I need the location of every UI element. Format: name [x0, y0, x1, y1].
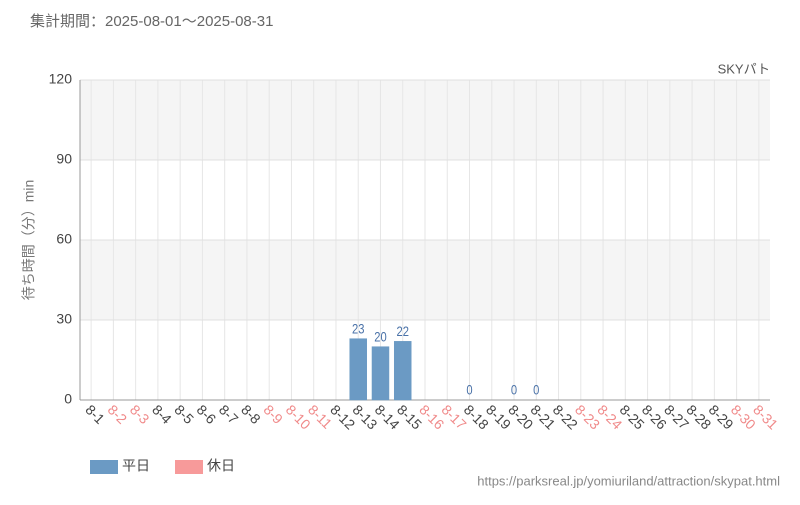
x-tick-label: 8-8 [238, 401, 264, 427]
y-tick-label: 120 [49, 71, 73, 87]
period: 集計期間：2025-08-01～2025-08-31 [30, 13, 273, 30]
x-tick-label: 8-1 [82, 401, 108, 427]
y-axis-label: 待ち時間（分）min [21, 180, 37, 301]
value-label: 20 [374, 329, 386, 344]
y-tick-label: 90 [56, 151, 72, 167]
y-tick-label: 30 [56, 311, 72, 327]
x-tick-label: 8-5 [171, 401, 197, 427]
legend-swatch [175, 460, 203, 474]
value-label: 0 [466, 383, 472, 398]
y-tick-label: 0 [64, 391, 72, 407]
x-tick-label: 8-11 [305, 401, 336, 432]
x-tick-label: 8-31 [750, 401, 781, 432]
legend-swatch [90, 460, 118, 474]
value-label: 0 [511, 383, 517, 398]
x-tick-label: 8-7 [216, 401, 242, 427]
x-tick-label: 8-9 [260, 401, 286, 427]
legend-label: 休日 [207, 458, 235, 474]
value-label: 22 [397, 324, 409, 339]
x-tick-label: 8-4 [149, 401, 175, 427]
y-tick-label: 60 [56, 231, 72, 247]
x-tick-label: 8-3 [127, 401, 153, 427]
bar [349, 338, 367, 401]
legend-label: 平日 [122, 458, 150, 474]
chart-title: SKYパト [718, 61, 770, 76]
bar [393, 341, 412, 401]
bar [371, 346, 390, 401]
x-tick-label: 8-2 [105, 401, 131, 427]
value-label: 0 [533, 383, 539, 398]
source-url: https://parksreal.jp/yomiuriland/attract… [477, 473, 780, 488]
x-tick-label: 8-6 [194, 401, 220, 427]
value-label: 23 [352, 321, 364, 336]
